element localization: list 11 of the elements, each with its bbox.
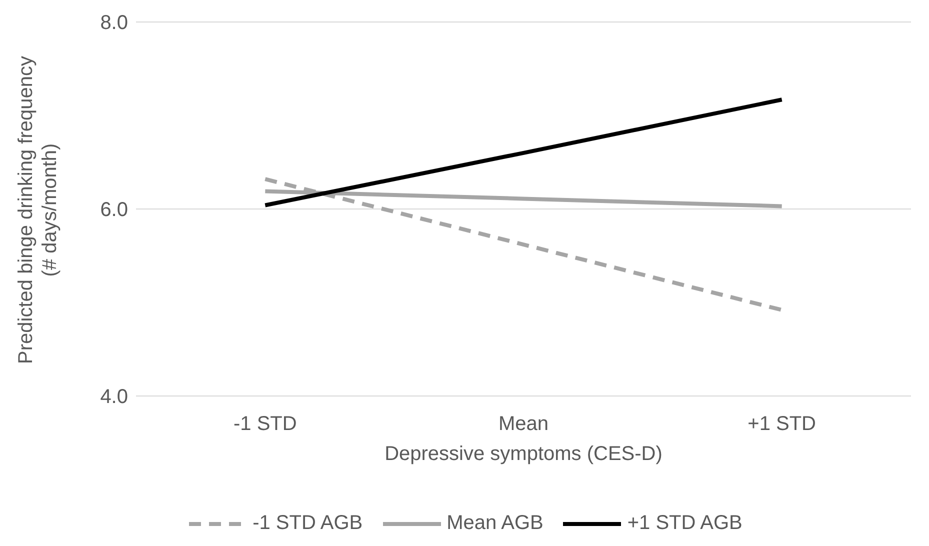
x-tick-label: Mean bbox=[498, 413, 549, 436]
legend-label: Mean AGB bbox=[446, 512, 544, 535]
legend-label: -1 STD AGB bbox=[252, 512, 363, 535]
y-tick-label: 8.0 bbox=[100, 12, 128, 34]
x-tick-label: -1 STD bbox=[233, 413, 297, 436]
y-tick-label: 4.0 bbox=[100, 386, 128, 408]
y-axis-title: Predicted binge drinking frequency (# days/month) bbox=[14, 55, 62, 366]
y-tick-label: 6.0 bbox=[100, 199, 128, 222]
x-tick-label: +1 STD bbox=[748, 413, 816, 436]
legend-label: +1 STD AGB bbox=[627, 512, 742, 535]
x-axis-title: Depressive symptoms (CES-D) bbox=[384, 443, 662, 465]
